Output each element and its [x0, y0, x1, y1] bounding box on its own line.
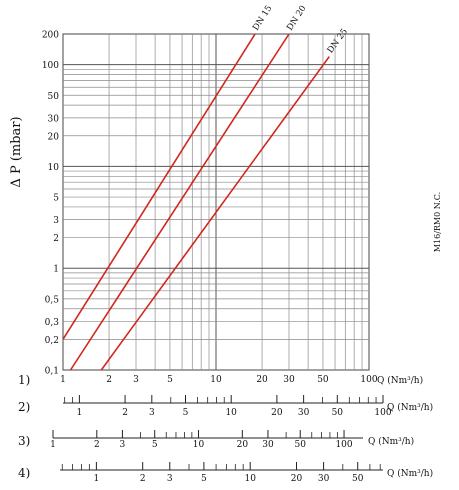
y-tick-label: 2	[53, 234, 59, 244]
y-axis-ticks: 200 100 50 30 20 10 5 3 2 1 0,5 0,3 0,2 0,1	[42, 31, 59, 377]
series-label: DN 25	[326, 27, 350, 55]
scale-tick-label: 10	[225, 408, 237, 418]
y-tick-label: 0,1	[45, 367, 59, 377]
scale-tick-label: 50	[332, 408, 344, 418]
y-tick-label: 20	[48, 132, 60, 142]
y-tick-label: 0,5	[45, 295, 60, 305]
scale-tick-label: 20	[237, 440, 249, 450]
y-tick-label: 50	[48, 92, 60, 102]
scale-tick-label: 30	[283, 375, 295, 385]
scale-tick-label: 100	[360, 375, 377, 385]
scale-tick-label: 5	[183, 408, 189, 418]
scale-tick-label: 30	[298, 408, 310, 418]
q-scale-4: 4) 1 2 3 5 10 20 30 50 Q (Nm³/h)	[18, 462, 433, 484]
y-tick-label: 1	[53, 265, 59, 275]
scale-tick-label: 1	[60, 375, 66, 385]
scale-tick-label: 1	[77, 408, 83, 418]
series-label: DN 20	[285, 4, 309, 33]
scale-tick-label: 10	[210, 375, 222, 385]
scale-tick-label: 1	[50, 440, 56, 450]
y-tick-label: 30	[48, 114, 60, 124]
q-scales: 1) 1 2 3 5 10 20 30 50 100 Q (Nm³/h)2) 1 2 3 5 10 20 30 50…	[18, 373, 433, 484]
chart-series: DN 15 DN 20 DN 25	[62, 4, 350, 371]
y-tick-label: 5	[53, 194, 59, 204]
y-axis-label: Δ P (mbar)	[9, 116, 24, 187]
scale-tick-label: 20	[256, 375, 268, 385]
scale-index: 2)	[18, 400, 30, 414]
scale-tick-label: 3	[167, 474, 173, 484]
scale-tick-label: 30	[262, 440, 274, 450]
q-scale-3: 3) 1 2 3 5 10 20 30 50 100 Q (Nm³/h)	[18, 430, 414, 450]
scale-tick-label: 100	[335, 440, 352, 450]
scale-tick-label: 20	[271, 408, 283, 418]
model-label: M16/RM0 N.C.	[433, 192, 442, 252]
y-tick-label: 200	[42, 31, 59, 41]
y-tick-label: 3	[53, 216, 59, 226]
scale-tick-label: 50	[317, 375, 329, 385]
scale-index: 4)	[18, 466, 30, 480]
series-line	[62, 33, 256, 340]
q-scale-1: 1) 1 2 3 5 10 20 30 50 100 Q (Nm³/h)	[18, 373, 423, 387]
scale-unit-label: Q (Nm³/h)	[387, 402, 433, 413]
scale-tick-label: 10	[193, 440, 205, 450]
scale-tick-label: 5	[152, 440, 158, 450]
scale-tick-label: 1	[94, 474, 100, 484]
scale-tick-label: 2	[106, 375, 112, 385]
scale-tick-label: 10	[244, 474, 256, 484]
scale-tick-label: 50	[295, 440, 307, 450]
scale-tick-label: 2	[140, 474, 146, 484]
scale-tick-label: 100	[374, 408, 391, 418]
scale-tick-label: 3	[120, 440, 126, 450]
scale-tick-label: 3	[133, 375, 139, 385]
chart-grid	[62, 33, 370, 371]
series-line	[100, 56, 330, 371]
scale-tick-label: 2	[94, 440, 100, 450]
series-label: DN 15	[251, 4, 274, 33]
scale-tick-label: 5	[201, 474, 207, 484]
scale-unit-label: Q (Nm³/h)	[387, 468, 433, 479]
scale-unit-label: Q (Nm³/h)	[377, 375, 423, 386]
scale-tick-label: 2	[122, 408, 128, 418]
scale-index: 1)	[18, 373, 30, 387]
scale-tick-label: 5	[167, 375, 173, 385]
scale-tick-label: 20	[291, 474, 303, 484]
scale-unit-label: Q (Nm³/h)	[368, 436, 414, 447]
scale-index: 3)	[18, 434, 30, 448]
scale-tick-label: 50	[352, 474, 364, 484]
y-tick-label: 10	[48, 163, 60, 173]
y-tick-label: 100	[42, 61, 59, 71]
scale-tick-label: 30	[318, 474, 330, 484]
y-tick-label: 0,2	[45, 336, 59, 346]
y-tick-label: 0,3	[45, 318, 60, 328]
series-line	[69, 33, 290, 371]
scale-tick-label: 3	[149, 408, 155, 418]
